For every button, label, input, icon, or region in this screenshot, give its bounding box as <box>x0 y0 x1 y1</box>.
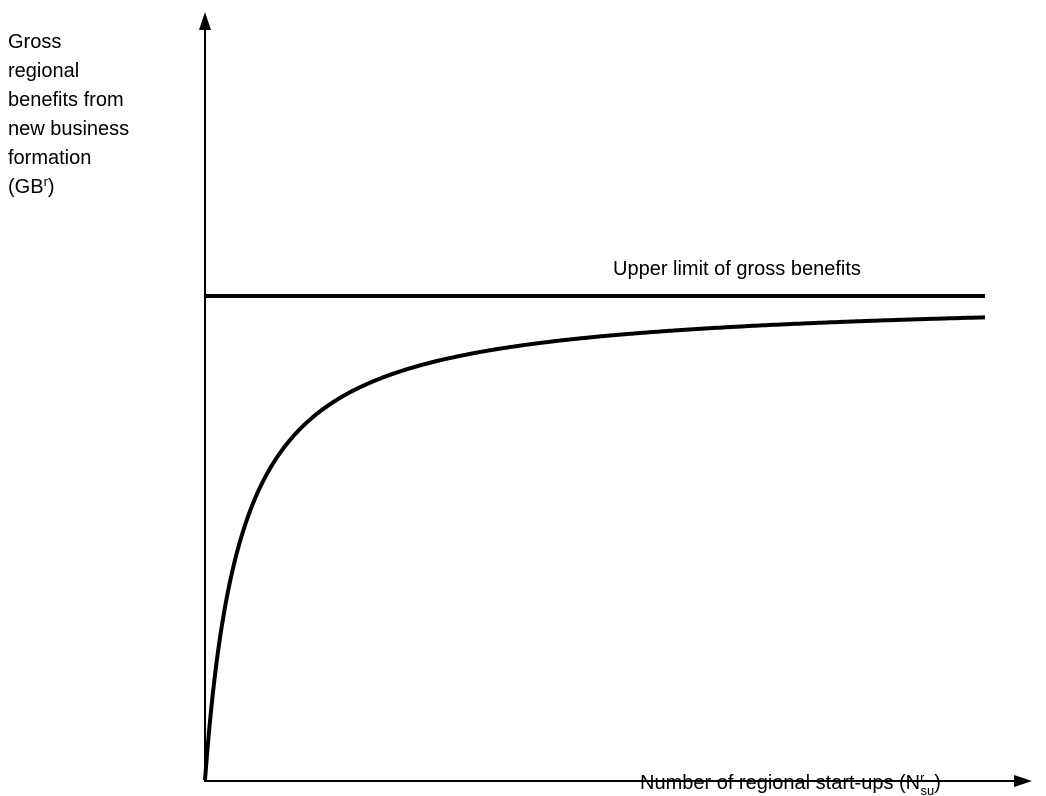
label-text: ) <box>48 176 55 198</box>
y-axis-label-line: benefits from <box>8 89 124 111</box>
diagram: Gross regional benefits from new busines… <box>0 0 1046 796</box>
benefit-curve <box>205 317 985 780</box>
y-axis-label-line: Gross <box>8 31 61 53</box>
label-text: Number of regional start-ups (N <box>640 772 920 794</box>
label-text: ) <box>934 772 941 794</box>
subscript: su <box>920 783 934 796</box>
y-axis-label-line: (GBr) <box>8 174 55 198</box>
y-axis-label-line: new business <box>8 118 129 140</box>
x-axis-arrow <box>1014 775 1032 787</box>
label-text: (GB <box>8 176 44 198</box>
y-axis-label-line: formation <box>8 147 91 169</box>
y-axis-label-line: regional <box>8 60 79 82</box>
y-axis-arrow <box>199 12 211 30</box>
upper-limit-label: Upper limit of gross benefits <box>613 258 861 280</box>
x-axis-label: Number of regional start-ups (Nrsu) <box>640 770 941 796</box>
